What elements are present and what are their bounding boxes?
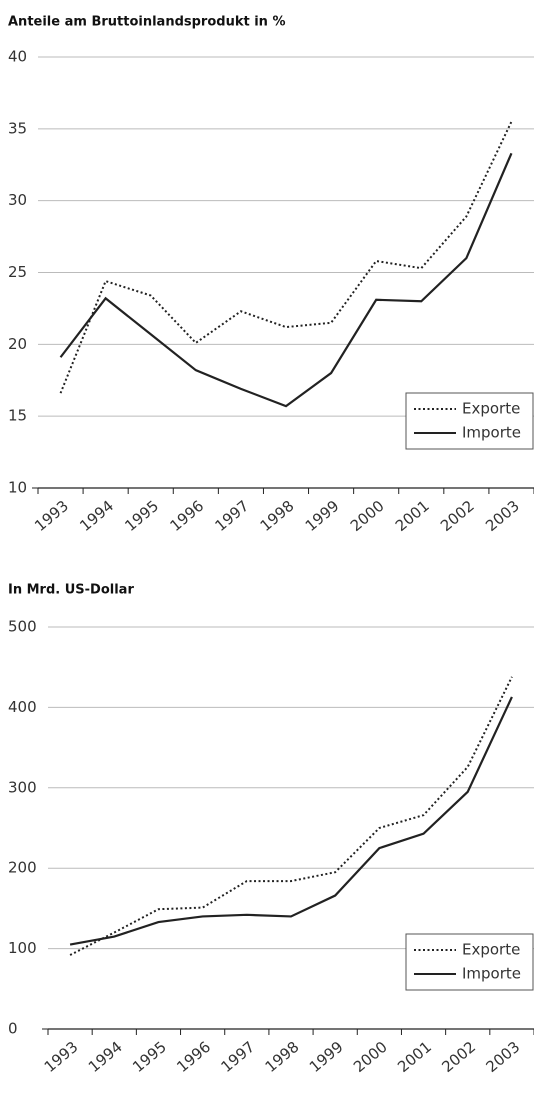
y-tick-label: 35	[8, 119, 27, 137]
x-tick-label: 1994	[85, 1038, 126, 1076]
legend-label: Importe	[462, 965, 521, 983]
x-tick-label: 1994	[76, 497, 117, 535]
x-tick-label: 1999	[306, 1038, 347, 1076]
legend-box	[405, 392, 534, 450]
line-series	[69, 676, 513, 956]
line-series	[59, 152, 513, 408]
x-tick-label: 2000	[347, 497, 388, 535]
line-series	[69, 696, 513, 946]
x-tick-label: 2001	[394, 1038, 435, 1076]
x-tick-label: 1996	[166, 497, 207, 535]
x-tick-label: 1998	[262, 1038, 303, 1076]
x-tick-label: 1995	[121, 497, 162, 535]
legend-label: Importe	[462, 424, 521, 442]
y-tick-label: 40	[8, 48, 27, 66]
y-tick-label: 200	[8, 859, 37, 877]
x-tick-label: 1993	[41, 1038, 82, 1076]
y-tick-label: 20	[8, 335, 27, 353]
y-tick-label: 0	[8, 1020, 18, 1038]
line-series	[59, 121, 513, 394]
legend-box	[405, 933, 534, 991]
x-tick-label: 1999	[302, 497, 343, 535]
legend-label: Exporte	[462, 400, 520, 418]
chart-title: Anteile am Bruttoinlandsprodukt in %	[8, 15, 285, 30]
x-tick-label: 1997	[217, 1038, 258, 1076]
y-tick-label: 30	[8, 191, 27, 209]
y-tick-label: 25	[8, 263, 27, 281]
x-tick-label: 1998	[257, 497, 298, 535]
y-tick-label: 400	[8, 698, 37, 716]
y-tick-label: 10	[8, 479, 27, 497]
y-tick-label: 500	[8, 618, 37, 636]
x-tick-label: 1997	[212, 497, 253, 535]
legend-label: Exporte	[462, 941, 520, 959]
x-tick-label: 2002	[437, 497, 478, 535]
y-tick-label: 100	[8, 939, 37, 957]
x-tick-label: 1993	[31, 497, 72, 535]
x-tick-label: 2003	[482, 497, 523, 535]
y-tick-label: 300	[8, 778, 37, 796]
chart-title: In Mrd. US-Dollar	[8, 583, 134, 598]
x-tick-label: 2003	[483, 1038, 524, 1076]
x-tick-label: 2000	[350, 1038, 391, 1076]
x-tick-label: 1995	[129, 1038, 170, 1076]
y-tick-label: 15	[8, 407, 27, 425]
x-tick-label: 2002	[438, 1038, 479, 1076]
x-tick-label: 1996	[173, 1038, 214, 1076]
x-tick-label: 2001	[392, 497, 433, 535]
